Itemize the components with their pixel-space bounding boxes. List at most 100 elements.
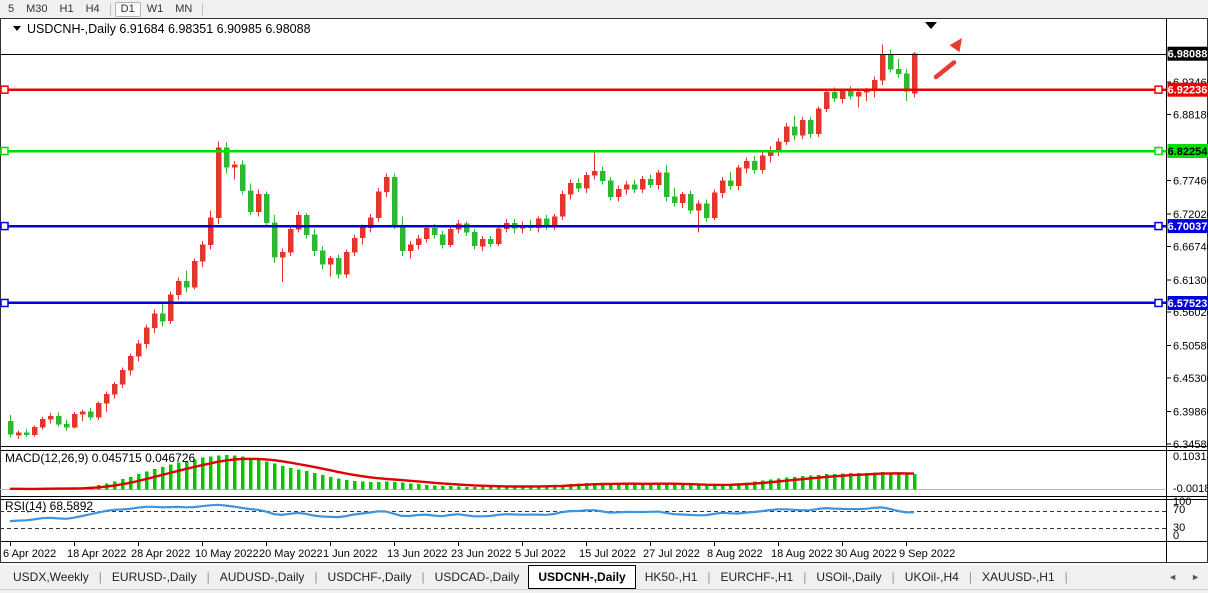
- date-axis-label: 28 Apr 2022: [131, 548, 190, 560]
- date-axis-label: 27 Jul 2022: [643, 548, 700, 560]
- date-axis-label: 20 May 2022: [259, 548, 323, 560]
- svg-text:6.70037: 6.70037: [1168, 221, 1208, 233]
- hline-handle[interactable]: [0, 221, 9, 231]
- price-axis-tick: 6.66740: [1173, 241, 1208, 253]
- date-axis-label: 13 Jun 2022: [387, 548, 448, 560]
- timeframe-button-mn[interactable]: MN: [175, 2, 193, 15]
- date-axis-label: 23 Jun 2022: [451, 548, 512, 560]
- price-badge-6.82254: 6.82254: [1167, 144, 1208, 158]
- triangle-marker-icon[interactable]: [925, 22, 937, 29]
- price-axis-tick: 6.61300: [1173, 275, 1208, 287]
- chart-canvas[interactable]: 6.934606.881806.774606.720206.667406.613…: [0, 18, 1208, 563]
- price-axis-tick: 6.77460: [1173, 176, 1208, 188]
- macd-signal-line: [10, 457, 915, 491]
- price-axis-tick: 6.88180: [1173, 110, 1208, 122]
- tab-separator: |: [707, 570, 711, 584]
- price-badge-6.98088: 6.98088: [1167, 46, 1208, 61]
- hline-handle[interactable]: [0, 85, 9, 94]
- date-axis-label: 10 May 2022: [195, 548, 259, 560]
- macd-label: MACD(12,26,9) 0.045715 0.046726: [5, 451, 195, 465]
- tab-separator: |: [968, 570, 972, 584]
- chart-tab-bar: USDX,Weekly | EURUSD-,Daily | AUDUSD-,Daily |…: [0, 564, 1208, 590]
- tab-usdchf-daily[interactable]: USDCHF-,Daily: [327, 570, 412, 584]
- price-badge-6.70037: 6.70037: [1167, 219, 1208, 234]
- toolbar-separator: [202, 2, 204, 16]
- rsi-axis-tick: 30: [1173, 522, 1185, 534]
- tab-usdcad-daily[interactable]: USDCAD-,Daily: [434, 570, 520, 584]
- tab-separator: |: [421, 570, 425, 584]
- macd-axis-max: 0.103149: [1173, 451, 1208, 463]
- symbol-dropdown-icon[interactable]: [13, 26, 21, 31]
- tab-eurchf-h1[interactable]: EURCHF-,H1: [720, 570, 794, 584]
- hline-6.70037[interactable]: [0, 221, 1167, 231]
- rsi-line: [9, 503, 914, 523]
- tab-separator: |: [206, 570, 210, 584]
- date-axis-label: 18 Aug 2022: [771, 548, 833, 560]
- date-axis-label: 5 Jul 2022: [515, 548, 566, 560]
- hline-handle[interactable]: [1154, 298, 1163, 308]
- tabs-scroll-left-icon[interactable]: ◄: [1168, 572, 1178, 582]
- date-axis[interactable]: 6 Apr 2022 18 Apr 2022 28 Apr 2022 10 May 2…: [3, 542, 955, 560]
- hline-handle[interactable]: [0, 298, 9, 308]
- timeframe-button-h4[interactable]: H4: [85, 2, 100, 15]
- price-axis-tick: 6.56020: [1173, 307, 1208, 319]
- price-axis-tick: 6.72020: [1173, 209, 1208, 221]
- chart-title: USDCNH-,Daily 6.91684 6.98351 6.90985 6.…: [13, 22, 311, 36]
- macd-axis-min: -0.001805: [1173, 483, 1208, 495]
- panel-borders: [0, 18, 1208, 563]
- svg-text:6.82254: 6.82254: [1168, 146, 1208, 158]
- date-axis-label: 9 Sep 2022: [899, 548, 955, 560]
- price-badge-6.57523: 6.57523: [1167, 296, 1208, 310]
- date-axis-label: 1 Jun 2022: [323, 548, 377, 560]
- svg-text:6.57523: 6.57523: [1168, 298, 1208, 310]
- hline-handle[interactable]: [1154, 85, 1163, 94]
- tab-xauusd-h1[interactable]: XAUUSD-,H1: [981, 570, 1055, 584]
- tab-ukoil-h4[interactable]: UKOil-,H4: [904, 570, 959, 584]
- rsi-axis-tick: 100: [1173, 496, 1191, 508]
- timeframe-button-5[interactable]: 5: [8, 2, 15, 15]
- date-axis-label: 8 Aug 2022: [707, 548, 763, 560]
- chart-tabs: USDX,Weekly | EURUSD-,Daily | AUDUSD-,Daily |…: [4, 565, 1069, 589]
- tab-eurusd-daily[interactable]: EURUSD-,Daily: [111, 570, 197, 584]
- macd-panel: [0, 455, 1167, 491]
- rsi-panel: [0, 503, 1167, 529]
- tabs-scroll-right-icon[interactable]: ►: [1191, 572, 1200, 582]
- tab-usdcnh-daily[interactable]: USDCNH-,Daily: [528, 565, 636, 589]
- hline-handle[interactable]: [0, 146, 9, 156]
- tab-usdx-weekly[interactable]: USDX,Weekly: [13, 570, 89, 584]
- trend-arrow-annotation[interactable]: [933, 38, 962, 80]
- hline-handle[interactable]: [1154, 221, 1163, 231]
- date-axis-label: 6 Apr 2022: [3, 548, 56, 560]
- price-axis[interactable]: 6.934606.881806.774606.720206.667406.613…: [1166, 46, 1208, 542]
- timeframe-button-m30[interactable]: M30: [26, 2, 48, 15]
- date-axis-label: 15 Jul 2022: [579, 548, 636, 560]
- rsi-label: RSI(14) 68.5892: [5, 499, 93, 513]
- svg-text:6.98088: 6.98088: [1168, 49, 1208, 61]
- chart-title-text: USDCNH-,Daily 6.91684 6.98351 6.90985 6.…: [27, 22, 311, 36]
- tab-separator: |: [1064, 570, 1068, 584]
- timeframe-button-h1[interactable]: H1: [59, 2, 74, 15]
- tab-hk50-h1[interactable]: HK50-,H1: [644, 570, 698, 584]
- tab-scroll-arrows: ◄ ►: [1168, 565, 1208, 589]
- tab-separator: |: [314, 570, 318, 584]
- tab-usoil-daily[interactable]: USOil-,Daily: [816, 570, 882, 584]
- svg-text:6.92236: 6.92236: [1168, 85, 1208, 97]
- timeframe-button-d1[interactable]: D1: [114, 1, 141, 17]
- chart-window: 6.934606.881806.774606.720206.667406.613…: [0, 18, 1208, 563]
- date-axis-label: 30 Aug 2022: [835, 548, 897, 560]
- tab-separator: |: [803, 570, 807, 584]
- hline-6.92236[interactable]: [0, 85, 1167, 94]
- timeframe-toolbar: 5 M30 H1 H4 D1 W1 MN: [0, 0, 1208, 18]
- horizontal-lines[interactable]: [0, 54, 1167, 308]
- price-axis-tick: 6.39860: [1173, 407, 1208, 419]
- tab-audusd-daily[interactable]: AUDUSD-,Daily: [219, 570, 305, 584]
- tab-separator: |: [891, 570, 895, 584]
- hline-6.82254[interactable]: [0, 146, 1167, 156]
- hline-6.57523[interactable]: [0, 298, 1167, 308]
- timeframe-button-w1[interactable]: W1: [146, 2, 164, 15]
- hline-handle[interactable]: [1154, 146, 1163, 156]
- price-badge-6.92236: 6.92236: [1167, 82, 1208, 97]
- price-axis-tick: 6.45300: [1173, 373, 1208, 385]
